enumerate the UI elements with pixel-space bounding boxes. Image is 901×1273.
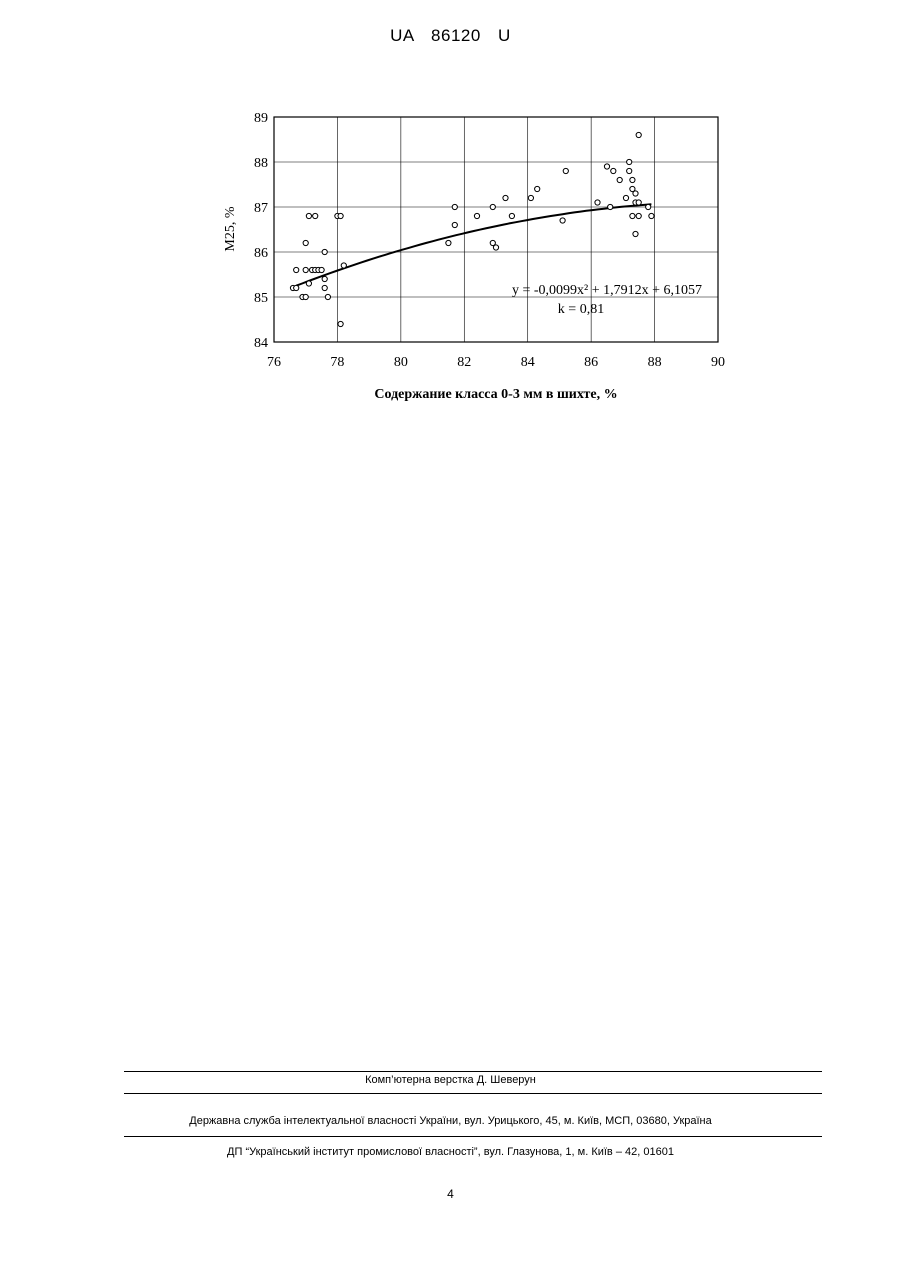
data-point (474, 213, 479, 218)
data-point (627, 168, 632, 173)
y-tick-label: 87 (254, 201, 268, 216)
y-axis-label: M25, % (223, 206, 238, 251)
data-point (611, 168, 616, 173)
data-point (306, 281, 311, 286)
data-point (617, 177, 622, 182)
service-address: Державна служба інтелектуальної власност… (0, 1115, 901, 1127)
y-tick-label: 84 (254, 336, 268, 351)
y-tick-label: 85 (254, 291, 268, 306)
data-point (452, 204, 457, 209)
page-number: 4 (0, 1187, 901, 1201)
data-point (528, 195, 533, 200)
data-point (341, 263, 346, 268)
data-point (303, 240, 308, 245)
data-point (633, 191, 638, 196)
data-point (509, 213, 514, 218)
data-point (313, 213, 318, 218)
data-point (338, 321, 343, 326)
data-point (627, 159, 632, 164)
footer-divider-1 (124, 1071, 822, 1072)
data-point (649, 213, 654, 218)
data-point (493, 245, 498, 250)
trendline-equation: y = -0,0099x² + 1,7912x + 6,1057 (512, 283, 702, 298)
data-point (319, 267, 324, 272)
patent-header: UA 86120 U (0, 26, 901, 46)
x-tick-label: 84 (521, 355, 535, 370)
data-point (303, 294, 308, 299)
y-tick-label: 88 (254, 156, 268, 171)
data-point (490, 204, 495, 209)
x-tick-label: 80 (394, 355, 408, 370)
data-point (306, 213, 311, 218)
data-point (338, 213, 343, 218)
data-point (322, 276, 327, 281)
data-point (623, 195, 628, 200)
footer-divider-2 (124, 1093, 822, 1094)
x-tick-label: 88 (648, 355, 662, 370)
data-point (560, 218, 565, 223)
data-point (608, 204, 613, 209)
data-point (595, 200, 600, 205)
y-tick-label: 89 (254, 111, 268, 126)
data-point (322, 249, 327, 254)
data-point (604, 164, 609, 169)
data-point (535, 186, 540, 191)
data-point (446, 240, 451, 245)
data-point (636, 200, 641, 205)
data-point (325, 294, 330, 299)
data-point (503, 195, 508, 200)
footer-divider-3 (124, 1136, 822, 1137)
data-point (636, 213, 641, 218)
data-point (294, 285, 299, 290)
chart-grid (274, 117, 718, 342)
x-tick-label: 90 (711, 355, 725, 370)
data-point (452, 222, 457, 227)
correlation-label: k = 0,81 (558, 302, 604, 317)
plot-area-border (274, 117, 718, 342)
data-point (322, 285, 327, 290)
x-tick-label: 78 (330, 355, 344, 370)
trendline (296, 204, 651, 285)
data-point (630, 213, 635, 218)
x-axis-label: Содержание класса 0-3 мм в шихте, % (374, 387, 617, 402)
data-point (303, 267, 308, 272)
y-tick-label: 86 (254, 246, 268, 261)
data-point (633, 231, 638, 236)
data-point (630, 177, 635, 182)
x-tick-label: 82 (457, 355, 471, 370)
data-point (563, 168, 568, 173)
x-tick-label: 76 (267, 355, 281, 370)
x-tick-label: 86 (584, 355, 598, 370)
data-point (646, 204, 651, 209)
data-point (636, 132, 641, 137)
institute-address: ДП “Український інститут промислової вла… (0, 1146, 901, 1158)
scatter-chart: 84 85 86 87 88 89 76 78 80 82 84 86 88 90 y = -0,0099… (205, 100, 745, 410)
layout-credit: Комп’ютерна верстка Д. Шеверун (0, 1074, 901, 1086)
data-point (294, 267, 299, 272)
